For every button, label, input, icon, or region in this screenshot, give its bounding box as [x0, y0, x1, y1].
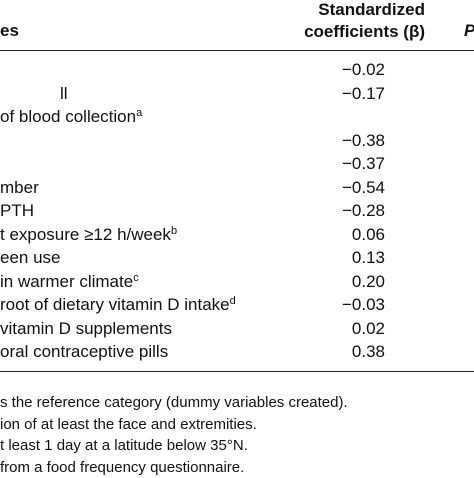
footnote: ion of at least the face and extremities…: [0, 415, 257, 433]
footnote-marker: b: [170, 224, 178, 237]
row-label-text: mber: [0, 177, 39, 197]
header-coefficients: Standardized: [318, 0, 425, 19]
row-value: −0.17: [341, 83, 385, 103]
header-variables: es: [0, 21, 19, 40]
row-label-text: vitamin D supplements: [0, 318, 172, 338]
row-label: vitamin D supplements: [0, 319, 172, 339]
footnote-marker: a: [136, 107, 143, 119]
row-label: of blood collectiona: [0, 107, 142, 127]
row-label: in warmer climatec: [0, 272, 139, 292]
row-value: 0.06: [351, 224, 385, 244]
row-value: 0.20: [351, 271, 385, 291]
row-value: −0.37: [341, 154, 385, 173]
row-label: oral contraceptive pills: [0, 342, 168, 362]
footnote: s the reference category (dummy variable…: [0, 394, 348, 411]
row-value: −0.54: [341, 177, 385, 197]
row-label-text: root of dietary vitamin D intake: [0, 295, 230, 314]
row-label: PTH: [0, 201, 34, 221]
row-label: een use: [0, 248, 61, 268]
row-label-text: oral contraceptive pills: [0, 342, 169, 361]
row-label-text: PTH: [0, 201, 34, 220]
row-value: −0.38: [341, 130, 385, 150]
row-label-text: t exposure ≥12 h/week: [0, 224, 171, 244]
row-label-text: in warmer climate: [0, 271, 134, 291]
row-value: −0.02: [341, 60, 385, 79]
row-label: ll: [60, 84, 68, 104]
row-value: 0.02: [351, 318, 385, 338]
footnote: from a food frequency questionnaire.: [0, 458, 245, 476]
row-label: t exposure ≥12 h/weekb: [0, 225, 177, 245]
row-label: mber: [0, 178, 39, 198]
row-value: 0.38: [351, 342, 385, 361]
footnote: t least 1 day at a latitude below 35°N.: [0, 437, 248, 454]
row-label-text: of blood collection: [0, 107, 137, 126]
footnote-marker: c: [133, 271, 139, 284]
row-label-text: ll: [60, 83, 68, 103]
row-label-text: een use: [0, 248, 61, 267]
header-coefficients: coefficients (β): [304, 22, 425, 41]
row-value: −0.28: [341, 201, 385, 220]
footnote-marker: d: [229, 295, 236, 307]
row-label: root of dietary vitamin D intaked: [0, 295, 236, 315]
bottom-rule: [0, 371, 474, 372]
header-rule: [0, 50, 474, 51]
row-value: −0.03: [341, 295, 385, 314]
row-value: 0.13: [351, 248, 385, 267]
header-p: P: [464, 21, 474, 41]
